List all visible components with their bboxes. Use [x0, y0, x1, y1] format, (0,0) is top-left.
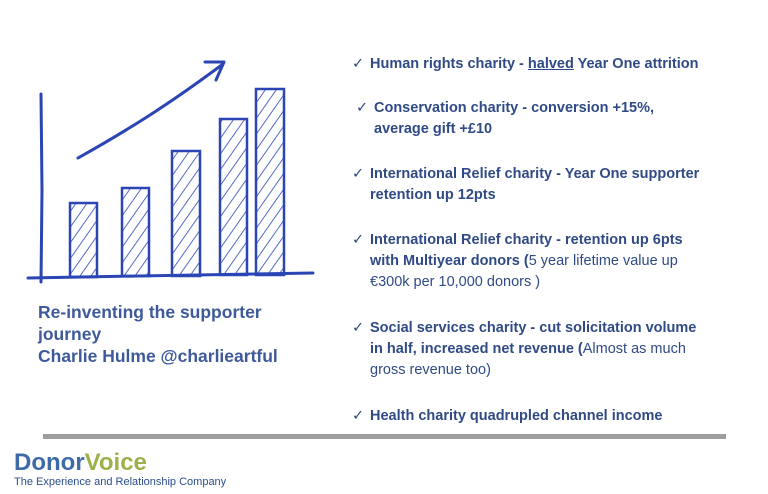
- list-item-line: Human rights charity - halved Year One a…: [370, 54, 762, 75]
- logo-word-donor: Donor: [14, 449, 85, 476]
- text-segment: halved: [527, 56, 574, 72]
- text-segment: Conservation charity - conversion +15%,: [374, 100, 655, 116]
- check-icon: ✓: [352, 408, 365, 424]
- text-segment: Social services charity - cut solicitati…: [370, 320, 697, 336]
- list-item-line: in half, increased net revenue (Almost a…: [370, 339, 762, 360]
- list-item-line: International Relief charity - retention…: [370, 230, 762, 251]
- list-item-line: with Multiyear donors (5 year lifetime v…: [370, 251, 762, 272]
- text-segment: €300k per 10,000 donors ): [370, 274, 541, 290]
- caption-line-1: Re-inventing the supporter: [38, 302, 262, 322]
- logo-tagline: The Experience and Relationship Company: [14, 476, 227, 488]
- text-segment: Health charity quadrupled channel income: [370, 408, 663, 424]
- list-item: ✓ Health charity quadrupled channel incom…: [352, 406, 762, 427]
- check-icon: ✓: [352, 56, 365, 72]
- text-segment: with Multiyear donors (: [370, 253, 529, 269]
- list-item-line: International Relief charity - Year One …: [370, 164, 762, 185]
- bar-1: [68, 201, 99, 279]
- bar-4: [218, 117, 249, 277]
- footer-divider: [43, 434, 726, 439]
- text-segment: Almost as much: [582, 341, 686, 357]
- check-icon: ✓: [356, 100, 369, 116]
- caption-line-3: Charlie Hulme @charlieartful: [38, 346, 278, 366]
- list-item-line: Health charity quadrupled channel income: [370, 406, 762, 427]
- list-item-text: Health charity quadrupled channel income: [370, 406, 762, 427]
- list-item-text: Conservation charity - conversion +15%, a…: [374, 98, 766, 140]
- check-icon: ✓: [352, 166, 365, 182]
- list-item-text: Human rights charity - halved Year One a…: [370, 54, 762, 75]
- text-segment: gross revenue too): [370, 362, 491, 378]
- list-item: ✓ Social services charity - cut solicitat…: [352, 318, 762, 381]
- text-segment: International Relief charity - retention…: [370, 232, 683, 248]
- list-item-line: gross revenue too): [370, 360, 762, 381]
- list-item: ✓ Human rights charity - halved Year One …: [352, 54, 762, 75]
- growth-chart-sketch: [26, 60, 315, 284]
- list-item: ✓ Conservation charity - conversion +15%,…: [356, 98, 766, 140]
- check-icon: ✓: [352, 232, 365, 248]
- bar-3: [170, 149, 202, 278]
- check-icon: ✓: [352, 320, 365, 336]
- logo-word-voice: Voice: [84, 449, 147, 476]
- list-item-line: €300k per 10,000 donors ): [370, 272, 762, 293]
- list-item: ✓ International Relief charity - Year One…: [352, 164, 762, 206]
- list-item-line: Conservation charity - conversion +15%,: [374, 98, 766, 119]
- list-item-text: Social services charity - cut solicitati…: [370, 318, 762, 381]
- bar-5: [254, 87, 286, 277]
- y-axis-line: [39, 92, 44, 284]
- text-segment: average gift +£10: [374, 121, 493, 137]
- list-item-line: Social services charity - cut solicitati…: [370, 318, 762, 339]
- list-item-text: International Relief charity - retention…: [370, 230, 762, 293]
- list-item-text: International Relief charity - Year One …: [370, 164, 762, 206]
- donorvoice-logo: DonorVoice The Experience and Relationsh…: [14, 450, 227, 489]
- text-segment: Year One attrition: [573, 56, 699, 72]
- text-segment: retention up 12pts: [370, 187, 496, 203]
- trend-arrow-line: [76, 62, 225, 160]
- presentation-caption: Re-inventing the supporter journey Charl…: [38, 301, 338, 367]
- list-item-line: retention up 12pts: [370, 185, 762, 206]
- list-item-line: average gift +£10: [374, 119, 766, 140]
- list-item: ✓ International Relief charity - retentio…: [352, 230, 762, 293]
- bar-2: [120, 186, 151, 278]
- text-segment: in half, increased net revenue (: [370, 341, 583, 357]
- text-segment: Human rights charity -: [370, 56, 528, 72]
- text-segment: International Relief charity - Year One …: [370, 166, 700, 182]
- trend-arrow-head: [203, 60, 226, 82]
- caption-line-2: journey: [38, 324, 102, 344]
- logo-wordmark: DonorVoice: [14, 450, 226, 476]
- text-segment: 5 year lifetime value up: [528, 253, 678, 269]
